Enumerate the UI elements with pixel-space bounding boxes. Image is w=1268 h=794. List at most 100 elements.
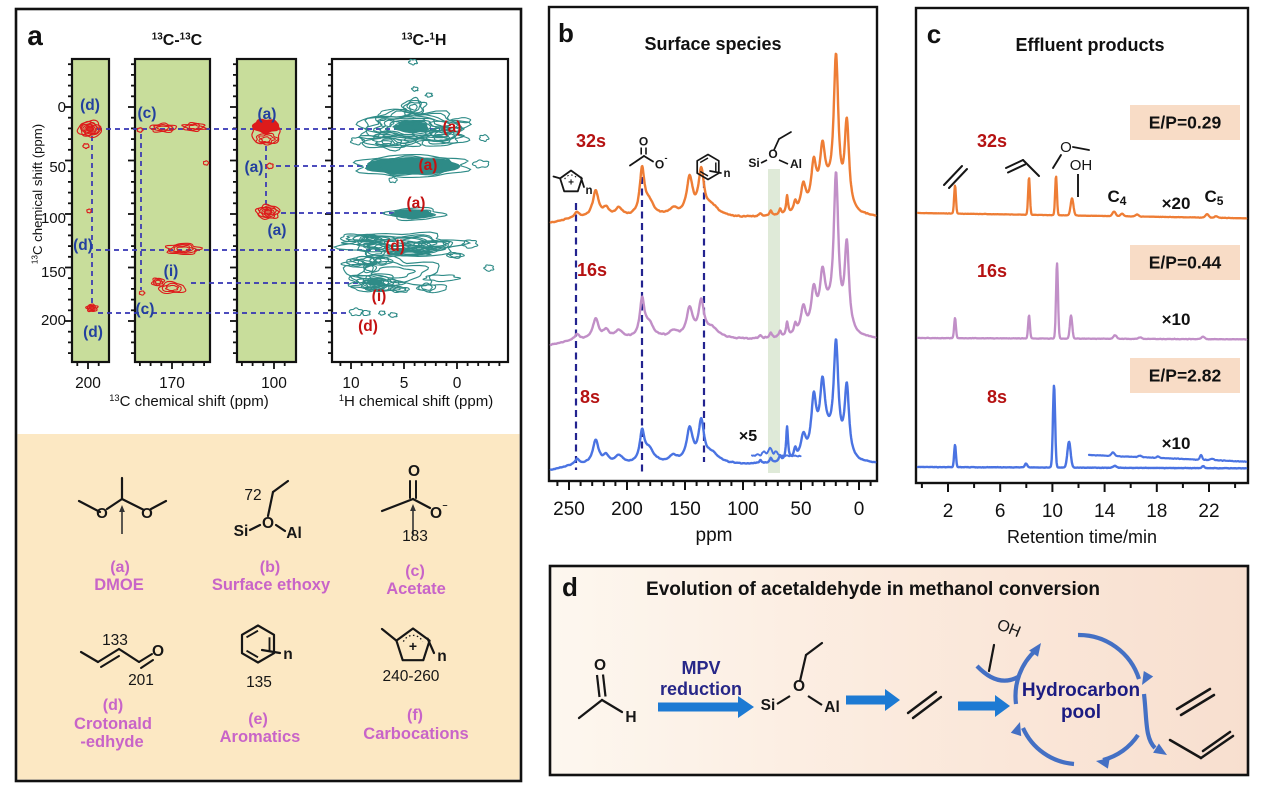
svg-text:DMOE: DMOE	[94, 576, 144, 594]
svg-text:(c): (c)	[405, 563, 425, 580]
svg-text:(f): (f)	[407, 707, 423, 724]
svg-text:135: 135	[246, 674, 272, 691]
svg-text:Si: Si	[234, 523, 249, 540]
svg-text:Al: Al	[286, 525, 302, 542]
svg-text:(a): (a)	[407, 195, 426, 212]
svg-text:14: 14	[1094, 501, 1116, 522]
svg-text:Aromatics: Aromatics	[220, 728, 301, 746]
svg-text:0: 0	[58, 99, 66, 116]
svg-text:72: 72	[244, 487, 261, 504]
svg-text:8s: 8s	[580, 387, 600, 407]
svg-text:183: 183	[402, 528, 428, 545]
svg-text:n: n	[723, 168, 730, 180]
svg-text:E/P=2.82: E/P=2.82	[1149, 366, 1222, 386]
svg-text:O: O	[408, 463, 420, 480]
svg-text:Surface species: Surface species	[644, 34, 781, 54]
svg-text:50: 50	[49, 159, 66, 176]
svg-text:O: O	[96, 505, 108, 522]
svg-text:2: 2	[943, 501, 954, 522]
svg-text:(e): (e)	[248, 711, 268, 728]
svg-text:+: +	[409, 638, 417, 654]
svg-text:O: O	[430, 505, 442, 522]
svg-text:(d): (d)	[385, 238, 405, 255]
svg-text:16s: 16s	[977, 261, 1007, 281]
svg-text:6: 6	[995, 501, 1006, 522]
svg-text:201: 201	[128, 672, 154, 689]
svg-text:(a): (a)	[245, 159, 264, 176]
svg-text:(a): (a)	[443, 119, 462, 136]
svg-text:(b): (b)	[260, 559, 280, 576]
svg-text:n: n	[283, 646, 292, 663]
svg-text:18: 18	[1146, 501, 1167, 522]
svg-text:n: n	[437, 648, 446, 665]
svg-text:×5: ×5	[739, 428, 757, 445]
svg-text:Si: Si	[761, 697, 776, 714]
svg-text:170: 170	[159, 375, 185, 392]
svg-text:O: O	[141, 505, 153, 522]
svg-text:OH: OH	[1070, 157, 1093, 174]
svg-text:(c): (c)	[136, 301, 155, 318]
svg-text:Acetate: Acetate	[386, 580, 446, 598]
svg-text:(a): (a)	[110, 559, 130, 576]
svg-text:(a): (a)	[419, 157, 438, 174]
svg-text:d: d	[562, 572, 578, 602]
svg-text:Al: Al	[790, 157, 802, 171]
svg-text:0: 0	[453, 375, 462, 392]
svg-text:200: 200	[75, 375, 101, 392]
svg-text:(a): (a)	[258, 106, 277, 123]
svg-text:13C-1H: 13C-1H	[402, 32, 447, 49]
svg-text:E/P=0.29: E/P=0.29	[1149, 113, 1222, 133]
svg-text:O: O	[768, 147, 777, 161]
svg-text:O: O	[262, 515, 274, 532]
svg-text:Si: Si	[748, 156, 759, 170]
svg-text:H: H	[625, 709, 636, 726]
svg-text:(d): (d)	[103, 697, 123, 714]
svg-text:n: n	[585, 185, 592, 197]
svg-text:(i): (i)	[372, 288, 387, 305]
svg-text:150: 150	[669, 499, 701, 520]
svg-text:reduction: reduction	[660, 679, 742, 699]
svg-text:10: 10	[1042, 501, 1063, 522]
svg-text:(d): (d)	[83, 324, 103, 341]
svg-text:(d): (d)	[73, 237, 93, 254]
svg-text:Effluent products: Effluent products	[1016, 35, 1165, 55]
svg-text:200: 200	[41, 312, 66, 329]
svg-text:O: O	[793, 678, 805, 695]
svg-text:a: a	[27, 20, 43, 51]
svg-text:8s: 8s	[987, 387, 1007, 407]
svg-text:13C-13C: 13C-13C	[152, 32, 203, 49]
svg-text:pool: pool	[1061, 702, 1101, 723]
svg-text:O: O	[152, 643, 164, 660]
svg-text:×20: ×20	[1162, 194, 1191, 213]
svg-text:Carbocations: Carbocations	[363, 725, 468, 743]
svg-text:250: 250	[553, 499, 585, 520]
svg-text:E/P=0.44: E/P=0.44	[1149, 253, 1222, 273]
svg-text:100: 100	[261, 375, 287, 392]
svg-text:(d): (d)	[358, 318, 378, 335]
svg-text:Hydrocarbon: Hydrocarbon	[1022, 680, 1140, 701]
svg-text:Retention time/min: Retention time/min	[1007, 527, 1157, 547]
svg-text:1H chemical shift (ppm): 1H chemical shift (ppm)	[339, 393, 493, 410]
svg-text:133: 133	[102, 632, 128, 649]
svg-text:13C chemical shift (ppm): 13C chemical shift (ppm)	[30, 124, 45, 264]
svg-text:–: –	[442, 500, 447, 510]
svg-text:16s: 16s	[577, 260, 607, 280]
svg-text:32s: 32s	[977, 131, 1007, 151]
svg-text:O: O	[1060, 139, 1072, 156]
svg-text:100: 100	[41, 210, 66, 227]
svg-text:0: 0	[854, 499, 865, 520]
svg-text:O: O	[639, 135, 648, 149]
svg-text:×10: ×10	[1162, 310, 1191, 329]
svg-text:Al: Al	[824, 699, 840, 716]
svg-text:100: 100	[727, 499, 759, 520]
svg-text:b: b	[558, 18, 574, 48]
svg-text:(c): (c)	[138, 105, 157, 122]
svg-text:5: 5	[400, 375, 409, 392]
svg-text:10: 10	[342, 375, 360, 392]
svg-text:13C chemical shift (ppm): 13C chemical shift (ppm)	[109, 393, 269, 410]
svg-text:Evolution of acetaldehyde in m: Evolution of acetaldehyde in methanol co…	[646, 579, 1100, 600]
svg-text:ppm: ppm	[696, 525, 733, 546]
svg-text:22: 22	[1198, 501, 1219, 522]
svg-text:150: 150	[41, 264, 66, 281]
svg-text:240-260: 240-260	[383, 668, 440, 685]
